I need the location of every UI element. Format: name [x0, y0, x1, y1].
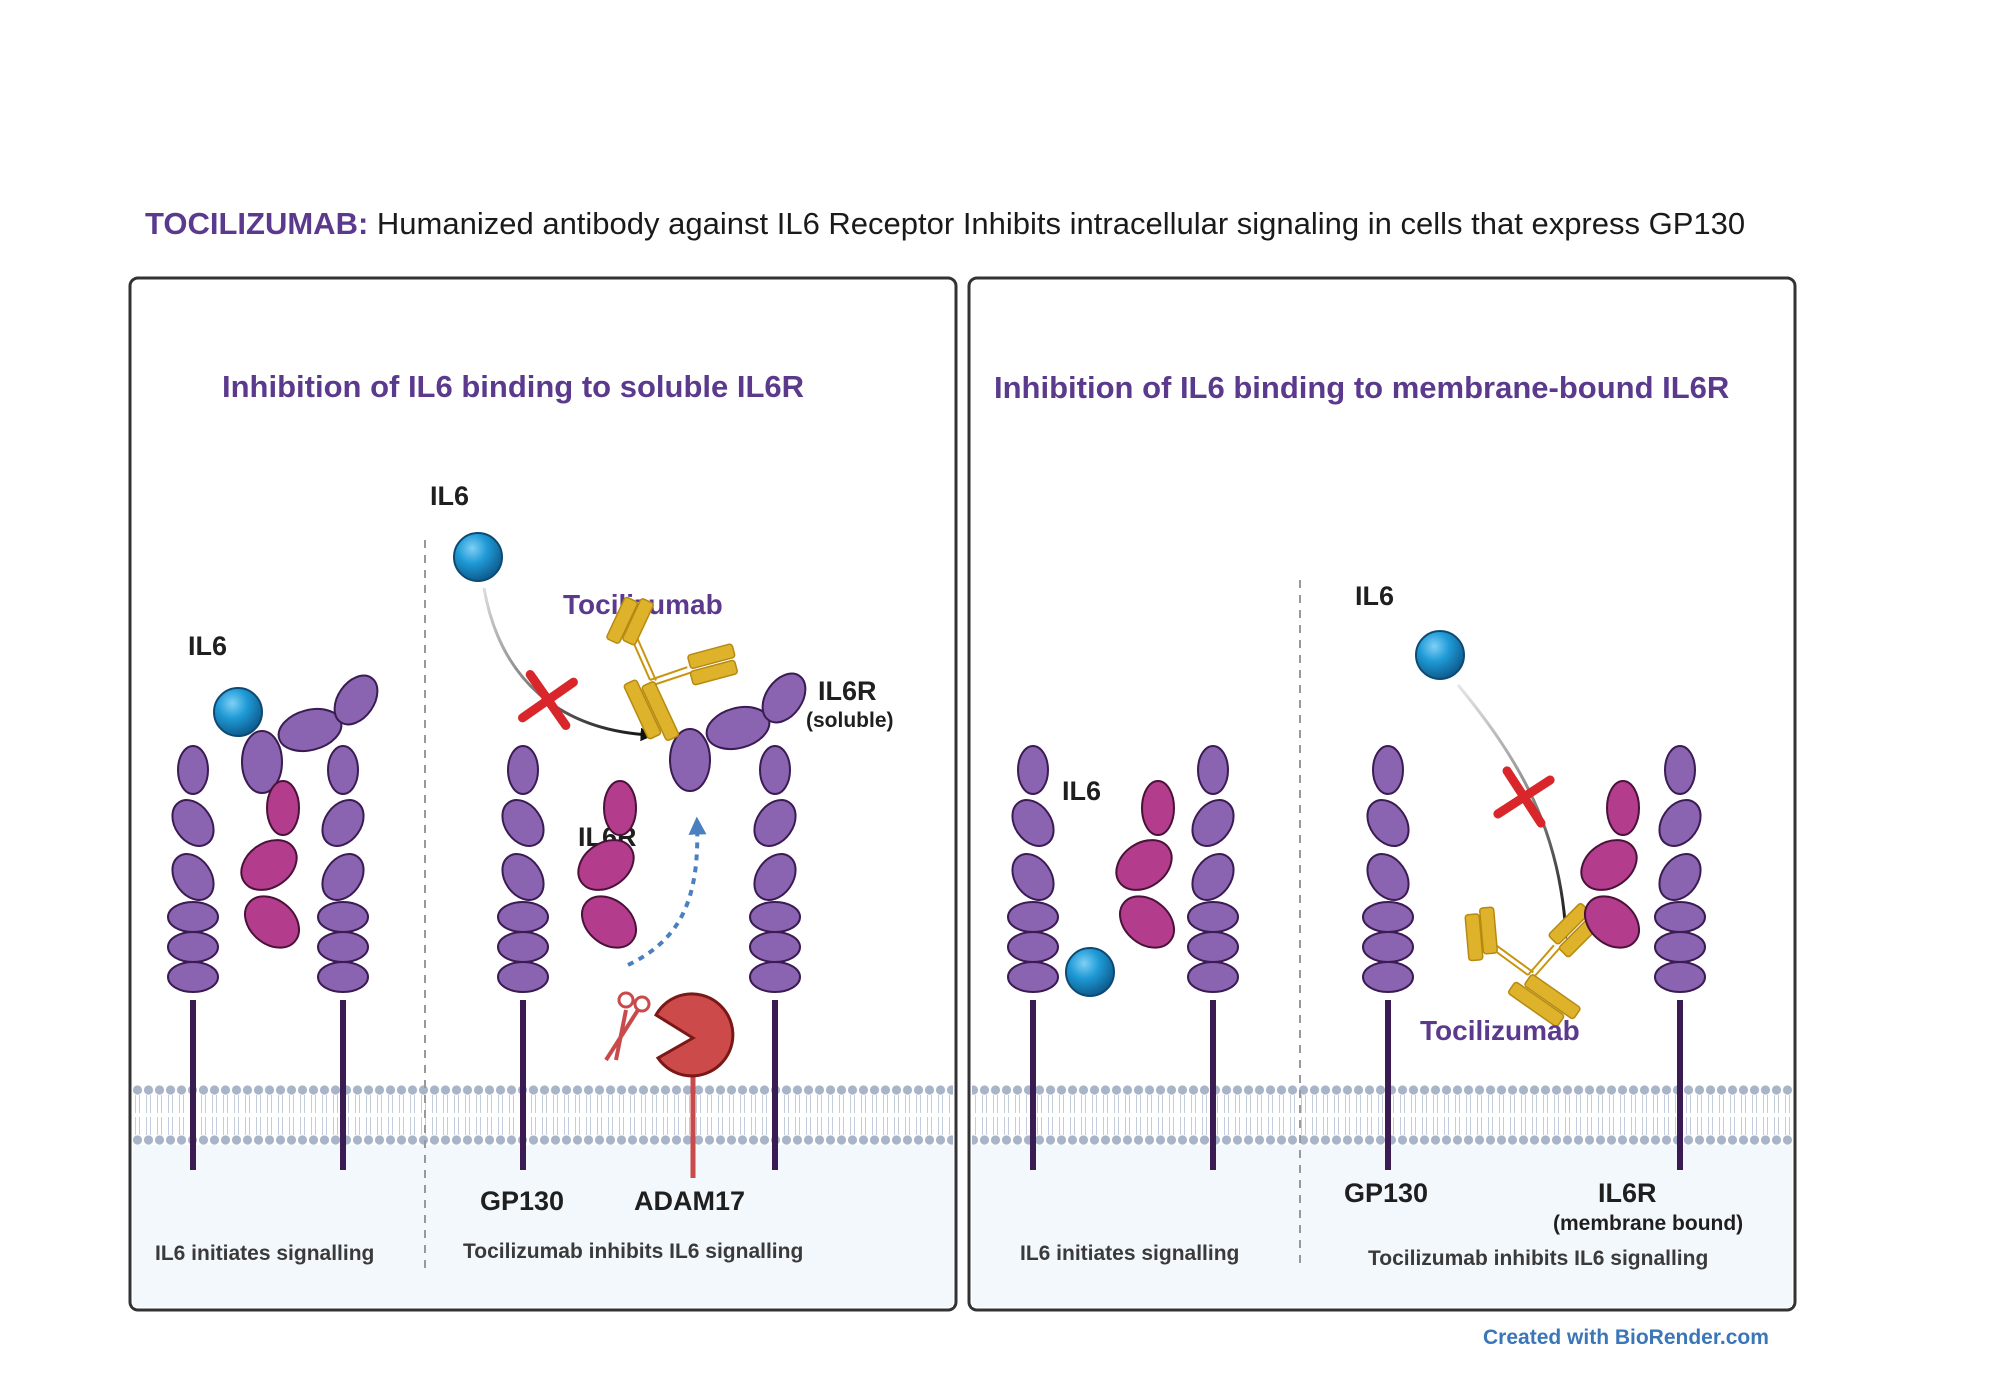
panel-title: Inhibition of IL6 binding to soluble IL6…	[222, 369, 804, 404]
il6-ball	[213, 687, 263, 737]
il6-label: IL6	[430, 481, 469, 511]
il6-ball	[1415, 630, 1465, 680]
shedding-arrow	[627, 816, 707, 967]
headline-text: Humanized antibody against IL6 Receptor …	[368, 206, 1746, 241]
biorender-credit[interactable]: Created with BioRender.com	[1483, 1326, 1769, 1349]
blocked-binding-arrow	[1456, 684, 1573, 940]
left-caption: IL6 initiates signalling	[155, 1242, 374, 1265]
il6-label: IL6	[1062, 776, 1101, 806]
panel-soluble-il6r: Inhibition of IL6 binding to soluble IL6…	[128, 276, 958, 1312]
figure-headline: TOCILIZUMAB: Humanized antibody against …	[145, 206, 1745, 242]
il6-ball	[1065, 947, 1115, 997]
membrane-note: (membrane bound)	[1553, 1212, 1743, 1235]
il6-label: IL6	[188, 631, 227, 661]
cell-membrane	[972, 1085, 1792, 1145]
headline-drug-name: TOCILIZUMAB:	[145, 206, 369, 241]
panel-membrane-il6r: Inhibition of IL6 binding to membrane-bo…	[967, 276, 1797, 1312]
adam17-enzyme	[653, 992, 735, 1178]
gp130-label: GP130	[480, 1186, 564, 1216]
right-caption: Tocilizumab inhibits IL6 signalling	[1368, 1247, 1708, 1270]
il6-ball	[453, 532, 503, 582]
soluble-note: (soluble)	[806, 709, 894, 732]
tocilizumab-label: Tocilizumab	[1420, 1015, 1580, 1046]
right-caption: Tocilizumab inhibits IL6 signalling	[463, 1240, 803, 1263]
panel-title: Inhibition of IL6 binding to membrane-bo…	[994, 370, 1729, 405]
adam17-label: ADAM17	[634, 1186, 745, 1216]
il6r-soluble-label: IL6R	[818, 676, 877, 706]
il6-label: IL6	[1355, 581, 1394, 611]
il6r-label: IL6R	[1598, 1178, 1657, 1208]
cell-membrane	[133, 1085, 953, 1145]
left-caption: IL6 initiates signalling	[1020, 1242, 1239, 1265]
gp130-label: GP130	[1344, 1178, 1428, 1208]
scissors-icon	[604, 991, 651, 1062]
